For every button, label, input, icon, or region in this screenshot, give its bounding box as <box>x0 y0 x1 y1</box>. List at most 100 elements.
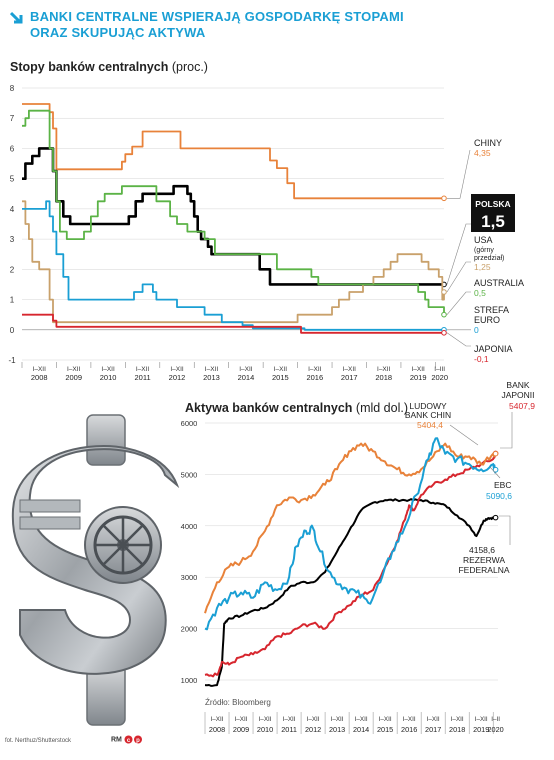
chart1-end-point <box>441 195 447 202</box>
chart1-x-tick-year: 2019 <box>410 373 427 382</box>
chart1-y-tick: 2 <box>10 265 15 274</box>
chart1-series-name: USA <box>474 235 493 245</box>
chart2-y-tick: 3000 <box>181 573 198 582</box>
arrow-down-right-icon <box>10 11 23 24</box>
chart2-x-tick-months: I–XII <box>427 716 440 723</box>
chart2-x-tick-year: 2019 <box>473 725 489 734</box>
chart1-x-tick-months: I–XII <box>308 366 322 373</box>
chart1-unit: (proc.) <box>171 60 208 74</box>
chart1-subtitle: Stopy banków centralnych (proc.) <box>10 60 208 74</box>
chart2-series-name: BANK <box>506 380 529 390</box>
chart1-leader-line <box>446 223 471 285</box>
chart2-x-tick-year: 2020 <box>487 725 503 734</box>
rm-logo: RM c p <box>111 735 144 744</box>
chart2-x-tick-months: I–XII <box>259 716 272 723</box>
chart1-end-point <box>441 330 447 336</box>
chart1-x-tick-months: I–XII <box>67 366 81 373</box>
poland-box-name: POLSKA <box>475 199 510 209</box>
chart1-series-line <box>22 109 445 315</box>
chart2-x-tick-year: 2010 <box>257 725 273 734</box>
chart1-y-tick: 1 <box>10 296 15 305</box>
chart2-subtitle: Aktywa banków centralnych (mld dol.) <box>185 401 408 415</box>
chart1-x-tick-year: 2008 <box>31 373 48 382</box>
chart1-x-tick-year: 2013 <box>203 373 220 382</box>
chart2-subtitle-text: Aktywa banków centralnych <box>185 401 353 415</box>
chart2-series-value: 5404,4 <box>417 420 443 430</box>
chart1-x-tick-year: 2011 <box>135 373 151 382</box>
chart1-x-tick-months: I–XII <box>377 366 391 373</box>
chart1-x-tick-months: I–XII <box>411 366 425 373</box>
rm-logo-text: RM <box>111 736 122 744</box>
chart2-x-tick-year: 2015 <box>377 725 393 734</box>
chart1-series-value: 0 <box>474 325 479 335</box>
chart2-y-tick: 1000 <box>181 676 198 685</box>
chart2-y-tick: 6000 <box>181 419 198 428</box>
chart1-x-tick-months: I–XII <box>343 366 357 373</box>
poland-box-value: 1,5 <box>481 212 505 231</box>
chart1-y-tick: 0 <box>10 326 15 335</box>
copyright-icons: c p <box>124 735 142 744</box>
page-title: BANKI CENTRALNE WSPIERAJĄ GOSPODARKĘ STO… <box>30 9 404 41</box>
chart2-end-point <box>492 450 499 457</box>
chart2-series-line <box>204 452 497 678</box>
chart1-series-label: JAPONIA-0,1 <box>474 344 513 364</box>
chart1-poland-box: POLSKA 1,5 <box>471 194 515 232</box>
chart2-series-value: 5090,6 <box>486 491 512 501</box>
chart1-series-name-sub: przedział) <box>474 255 504 262</box>
title-line-2: ORAZ SKUPUJĄC AKTYWA <box>30 25 206 40</box>
chart2-leader-line <box>449 424 479 446</box>
poland-box-bg <box>471 194 515 232</box>
chart1-series-name: CHINY <box>474 138 502 148</box>
chart2-series-name: FEDERALNA <box>458 565 509 575</box>
svg-text:p: p <box>136 738 140 744</box>
chart2-series-name: REZERWA <box>463 555 505 565</box>
chart1-y-tick: 5 <box>10 175 15 184</box>
chart1-series-line <box>22 200 445 324</box>
chart2-x-tick-year: 2008 <box>209 725 225 734</box>
chart1-series-value: 0,5 <box>474 288 486 298</box>
chart1-end-point <box>441 289 447 295</box>
chart1-end-point <box>441 311 447 318</box>
chart1-leader-line <box>446 332 471 347</box>
chart1-leader-line <box>446 261 471 293</box>
chart2-x-tick-months: I–XII <box>331 716 344 723</box>
chart2-x-tick-year: 2012 <box>305 725 321 734</box>
chart2-series-name: LUDOWY <box>409 401 447 411</box>
chart1-y-tick: 3 <box>10 235 15 244</box>
chart1-series-name: EURO <box>474 315 500 325</box>
chart1-x-tick-year: 2014 <box>238 373 255 382</box>
chart1-series-name: JAPONIA <box>474 344 513 354</box>
chart2-series-name: BANK CHIN <box>405 410 451 420</box>
chart1-y-tick: 6 <box>10 144 15 153</box>
source-note: Źródło: Bloomberg <box>205 698 271 707</box>
chart1-y-tick: 7 <box>10 114 15 123</box>
interest-rates-chart: 876543210-1I–XII2008I–XII2009I–XII2010I–… <box>8 84 524 382</box>
chart1-leader-line <box>446 291 471 315</box>
chart2-unit: (mld dol.) <box>355 401 408 415</box>
chart1-x-tick-months: I–XII <box>205 366 219 373</box>
chart2-y-tick: 5000 <box>181 470 198 479</box>
chart2-x-tick-months: I–XII <box>283 716 296 723</box>
chart2-x-tick-months: I–II <box>491 716 500 723</box>
chart2-x-tick-year: 2017 <box>425 725 441 734</box>
chart1-series-value: -0,1 <box>474 354 489 364</box>
chart2-x-tick-year: 2016 <box>401 725 417 734</box>
chart1-x-tick-months: I–XII <box>170 366 184 373</box>
chart2-leader-line <box>489 466 501 479</box>
chart2-x-tick-months: I–XII <box>307 716 320 723</box>
chart2-leader-line <box>499 515 511 545</box>
chart1-x-tick-year: 2009 <box>65 373 82 382</box>
chart2-x-tick-year: 2013 <box>329 725 345 734</box>
chart2-end-point <box>492 466 499 473</box>
chart2-x-tick-months: I–XII <box>235 716 248 723</box>
chart2-x-tick-months: I–XII <box>379 716 392 723</box>
chart1-x-tick-year: 2016 <box>306 373 323 382</box>
